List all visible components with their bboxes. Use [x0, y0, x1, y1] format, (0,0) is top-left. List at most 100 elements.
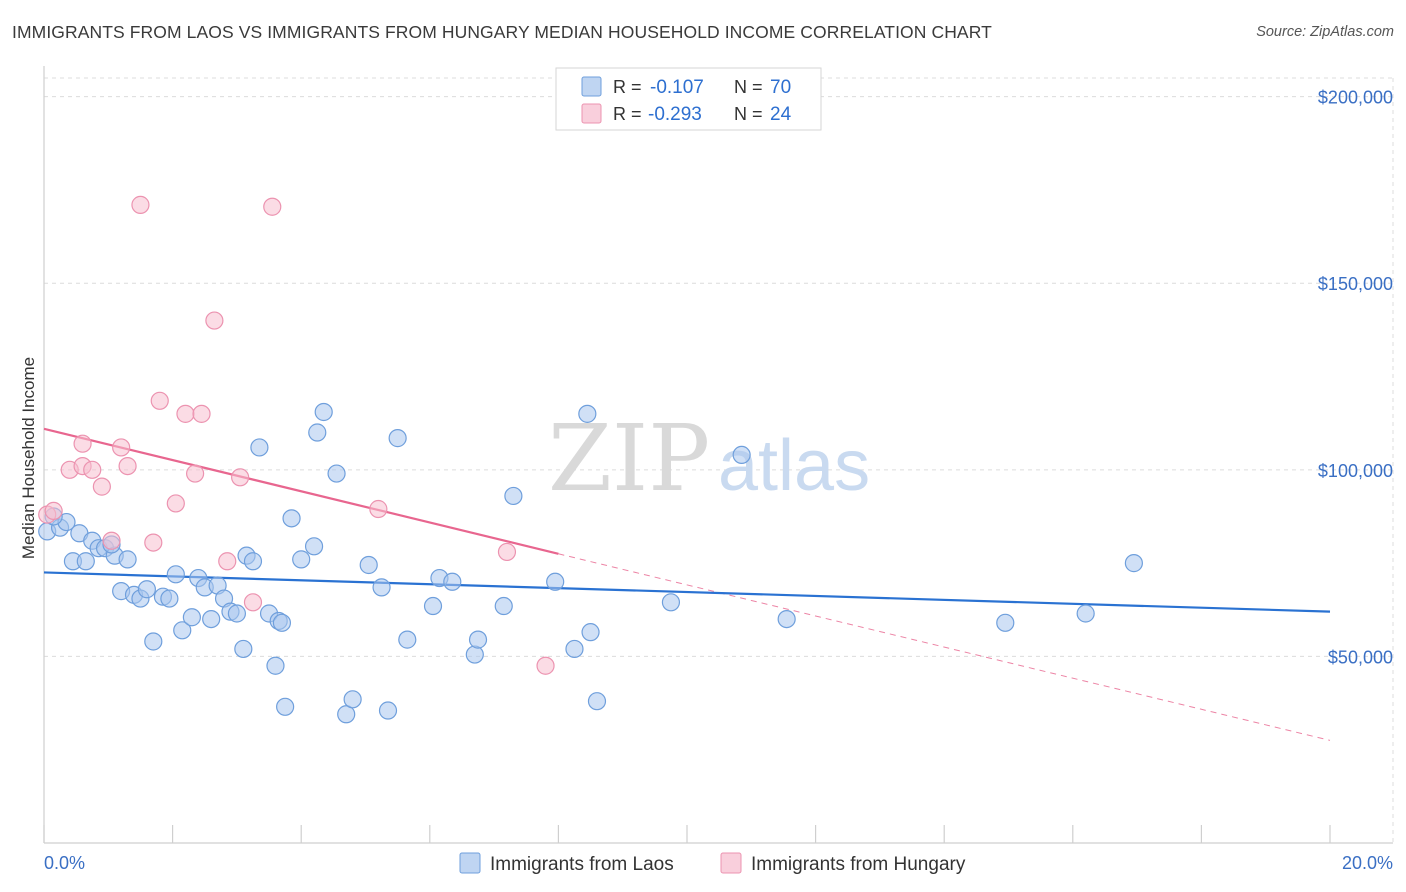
chart-title: IMMIGRANTS FROM LAOS VS IMMIGRANTS FROM … — [12, 22, 992, 42]
point-hungary — [44, 501, 63, 520]
point-laos — [661, 593, 681, 612]
stats-r-label-hungary: R = — [613, 104, 642, 124]
stats-swatch-hungary — [581, 103, 602, 124]
watermark-zip: ZIP — [548, 405, 710, 512]
x-tick-label-max: 20.0% — [1342, 853, 1393, 873]
point-hungary — [150, 391, 169, 410]
trend-extension-hungary — [558, 553, 1331, 741]
point-laos — [581, 623, 600, 642]
point-laos — [76, 552, 95, 571]
stats-legend: R = -0.107 N = 70 R = -0.293 N = 24 — [555, 67, 822, 131]
point-laos — [276, 697, 295, 716]
point-hungary — [118, 456, 137, 476]
trend-line-laos — [43, 571, 1331, 613]
point-laos — [443, 572, 462, 591]
point-laos — [304, 537, 324, 556]
point-laos — [1124, 554, 1143, 573]
stats-n-value-hungary: 24 — [770, 104, 792, 125]
point-laos — [504, 486, 523, 506]
point-hungary — [192, 404, 211, 423]
point-laos — [468, 630, 488, 649]
legend-label-laos[interactable]: Immigrants from Laos — [490, 854, 674, 875]
stats-n-label-laos: N = — [734, 77, 763, 97]
stats-r-value-hungary: -0.293 — [648, 104, 702, 125]
point-laos — [546, 572, 565, 591]
point-laos — [314, 402, 333, 422]
point-laos — [250, 438, 269, 457]
stats-r-label-laos: R = — [613, 77, 642, 97]
point-laos — [118, 550, 137, 569]
point-laos — [565, 639, 584, 659]
point-laos — [359, 555, 378, 575]
point-laos — [372, 578, 391, 597]
point-laos — [160, 589, 179, 608]
point-laos — [182, 608, 201, 627]
point-laos — [234, 639, 253, 659]
y-axis-label: Median Household Income — [19, 357, 38, 559]
point-laos — [137, 580, 156, 599]
point-hungary — [369, 499, 388, 519]
point-laos — [423, 596, 443, 616]
series-legend: Immigrants from Laos Immigrants from Hun… — [459, 852, 966, 875]
point-hungary — [218, 552, 237, 571]
x-tick-label-min: 0.0% — [44, 853, 85, 873]
legend-label-hungary[interactable]: Immigrants from Hungary — [751, 854, 966, 875]
point-laos — [202, 609, 221, 629]
stats-n-value-laos: 70 — [770, 77, 791, 98]
y-tick-label: $50,000 — [1328, 647, 1393, 667]
y-tick-label: $100,000 — [1318, 461, 1393, 481]
point-laos — [227, 604, 246, 623]
point-laos — [378, 701, 398, 720]
point-hungary — [83, 460, 102, 479]
point-hungary — [205, 311, 224, 330]
point-laos — [327, 464, 346, 483]
y-tick-label: $200,000 — [1318, 88, 1393, 108]
point-hungary — [131, 195, 150, 214]
point-hungary — [231, 468, 250, 487]
legend-swatch-laos[interactable] — [459, 852, 481, 874]
stats-swatch-laos — [581, 76, 602, 97]
stats-r-value-laos: -0.107 — [650, 77, 704, 98]
point-laos — [173, 621, 192, 640]
point-laos — [343, 690, 362, 709]
point-laos — [272, 613, 292, 632]
point-hungary — [176, 404, 195, 423]
point-hungary — [497, 542, 517, 562]
legend-swatch-hungary[interactable] — [720, 852, 742, 874]
point-hungary — [243, 593, 263, 612]
point-laos — [166, 565, 185, 584]
data-points — [38, 195, 1143, 724]
watermark-atlas: atlas — [718, 426, 870, 506]
point-laos — [144, 632, 163, 651]
y-tick-label: $150,000 — [1318, 274, 1393, 294]
point-laos — [578, 404, 597, 423]
point-laos — [465, 645, 484, 664]
point-hungary — [112, 438, 131, 457]
point-laos — [308, 423, 327, 442]
point-hungary — [73, 434, 92, 453]
point-hungary — [536, 656, 555, 675]
point-laos — [266, 656, 285, 675]
point-laos — [243, 552, 263, 571]
point-laos — [398, 630, 417, 649]
point-laos — [587, 692, 607, 711]
point-laos — [388, 429, 407, 448]
point-hungary — [263, 197, 282, 216]
point-laos — [292, 550, 311, 569]
point-laos — [732, 445, 751, 465]
point-hungary — [92, 477, 111, 496]
y-tick-labels: $50,000 $100,000 $150,000 $200,000 — [1318, 88, 1393, 668]
axes — [43, 66, 1393, 844]
point-laos — [777, 609, 796, 629]
stats-n-label-hungary: N = — [734, 104, 763, 124]
source-credit: Source: ZipAtlas.com — [1256, 24, 1394, 40]
point-laos — [996, 613, 1015, 632]
point-laos — [494, 596, 513, 616]
point-hungary — [186, 464, 205, 483]
point-laos — [282, 509, 301, 528]
point-hungary — [144, 533, 163, 552]
point-laos — [1076, 604, 1095, 623]
point-hungary — [102, 531, 121, 550]
point-hungary — [166, 494, 185, 513]
